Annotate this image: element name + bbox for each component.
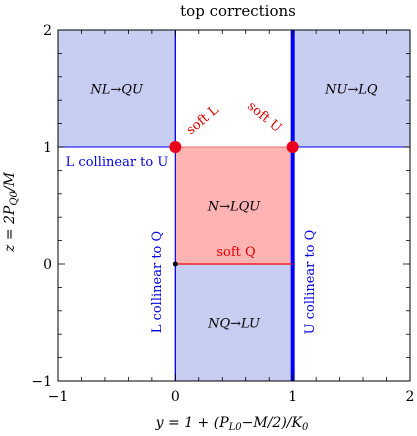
y-axis-label: z = 2PQ0/M: [2, 171, 20, 253]
origin-point: [172, 261, 178, 267]
soft-u-label: soft U: [244, 99, 284, 136]
boundary-lines: [58, 30, 410, 381]
y-tick-label: 2: [43, 23, 52, 39]
soft-u-point: [286, 141, 299, 153]
region-2: [175, 147, 293, 264]
region-3: [174, 263, 294, 382]
y-tick-label: −1: [31, 374, 52, 390]
x-tick-label: 2: [406, 389, 415, 405]
chart-title: top corrections: [180, 2, 296, 20]
region-label-nq-lu: NQ→LU: [207, 317, 261, 332]
region-label-nu-lq: NU→LQ: [324, 83, 378, 98]
regions-layer: [57, 29, 411, 382]
region-label-n-lqu: N→LQU: [207, 200, 262, 215]
l-collinear-u-label: L collinear to U: [66, 155, 169, 170]
singular-points: [169, 141, 299, 267]
region-label-nl-qu: NL→QU: [89, 83, 144, 98]
u-collinear-q-label: U collinear to Q: [303, 230, 318, 335]
x-tick-labels: −1 0 1 2: [48, 389, 415, 405]
y-tick-labels: −1 0 1 2: [31, 23, 52, 390]
x-axis-label: y = 1 + (PL0−M/2)/K0: [155, 415, 309, 433]
y-tick-label: 1: [43, 140, 52, 156]
x-tick-label: 0: [171, 389, 180, 405]
x-tick-label: 1: [288, 389, 297, 405]
region-0: [57, 29, 176, 148]
region-1: [292, 29, 411, 148]
frame-rect: [57, 29, 411, 382]
soft-q-label: soft Q: [216, 245, 255, 260]
y-tick-label: 0: [43, 257, 52, 273]
x-tick-label: −1: [48, 389, 69, 405]
l-collinear-q-label: L collinear to Q: [150, 231, 165, 333]
soft-l-point: [169, 141, 182, 153]
plot-frame: [57, 29, 411, 382]
soft-l-label: soft L: [184, 102, 222, 138]
